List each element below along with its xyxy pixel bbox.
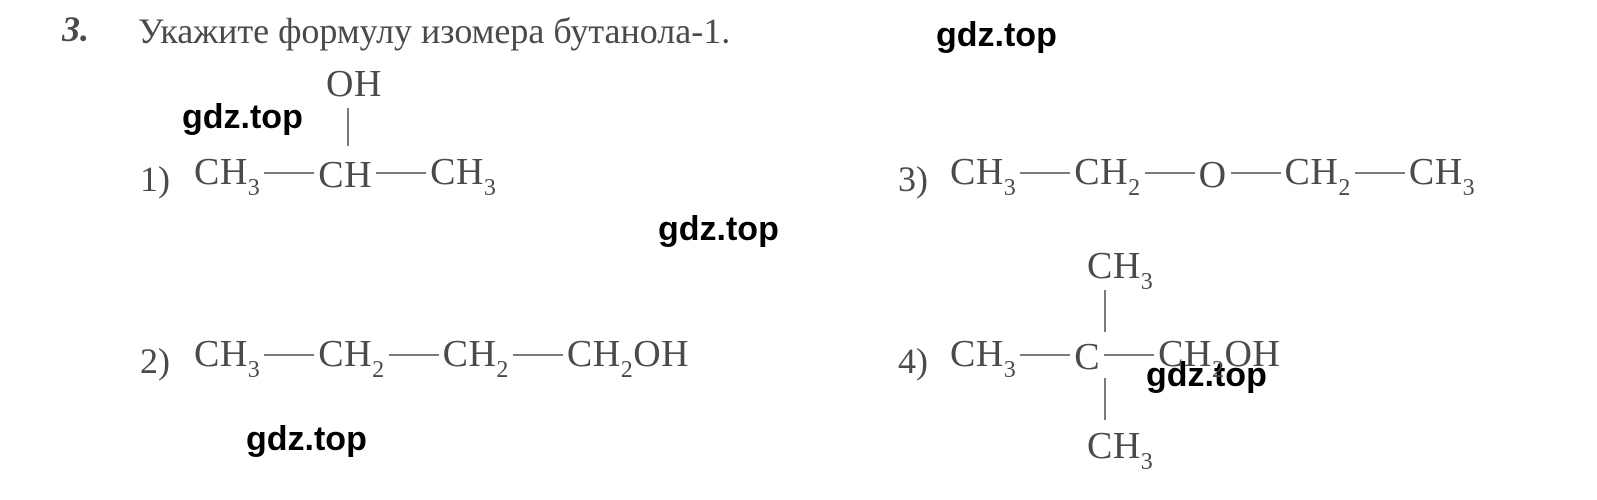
- ch2oh: CH2OH: [1158, 332, 1280, 382]
- option1-oh: OH: [326, 62, 382, 106]
- sub: 2: [372, 357, 385, 383]
- hbond-icon: [1020, 172, 1070, 174]
- ch2: CH2: [1074, 150, 1140, 200]
- ch: CH: [443, 333, 497, 375]
- sub: 3: [1004, 357, 1017, 383]
- hbond-icon: [389, 354, 439, 356]
- question-number: 3.: [62, 8, 89, 50]
- ch: CH: [318, 333, 372, 375]
- sub: 3: [484, 175, 497, 201]
- option3-number: 3): [898, 158, 928, 200]
- option2-formula: CH3 CH2 CH2 CH2OH: [194, 332, 689, 382]
- ch: CH: [194, 333, 248, 375]
- ch: CH: [1074, 151, 1128, 193]
- sub: 3: [248, 175, 261, 201]
- sub: 2: [1338, 175, 1351, 201]
- watermark: gdz.top: [246, 420, 367, 459]
- option4-formula-mid: CH3 C CH2OH: [950, 332, 1280, 382]
- ch3: CH3: [194, 332, 260, 382]
- ch: CH: [1285, 151, 1339, 193]
- option4-vbond-top: [1104, 290, 1106, 332]
- option4-vbond-bottom: [1104, 378, 1106, 420]
- ch3: CH3: [950, 332, 1016, 382]
- ch: CH: [1158, 333, 1212, 375]
- hbond-icon: [1104, 354, 1154, 356]
- hbond-icon: [264, 354, 314, 356]
- option4-ch3-top: CH3: [1087, 244, 1153, 294]
- option2-number: 2): [140, 340, 170, 382]
- option1-number: 1): [140, 158, 170, 200]
- ch2: CH2: [318, 332, 384, 382]
- ch3: CH3: [1409, 150, 1475, 200]
- option3-formula: CH3 CH2 O CH2 CH3: [950, 150, 1475, 200]
- ch: CH: [318, 153, 372, 197]
- sub: 2: [496, 357, 509, 383]
- ch2: CH2: [1285, 150, 1351, 200]
- sub: 2: [1128, 175, 1141, 201]
- page: 3. Укажите формулу изомера бутанола-1. g…: [0, 0, 1597, 500]
- ch: CH: [950, 333, 1004, 375]
- hbond-icon: [1231, 172, 1281, 174]
- ch3: CH3: [950, 150, 1016, 200]
- question-text: Укажите формулу изомера бутанола-1.: [138, 10, 730, 52]
- sub: 3: [1141, 449, 1154, 475]
- sub: 2: [621, 357, 634, 383]
- ch3: CH3: [430, 150, 496, 200]
- hbond-icon: [1020, 354, 1070, 356]
- option1-vbond: [347, 108, 349, 146]
- o: O: [1199, 153, 1227, 197]
- option1-formula: CH3 CH CH3: [194, 150, 496, 200]
- sub: 3: [1004, 175, 1017, 201]
- watermark: gdz.top: [936, 16, 1057, 55]
- hbond-icon: [1355, 172, 1405, 174]
- hbond-icon: [264, 172, 314, 174]
- ch: CH: [1087, 425, 1141, 467]
- ch: CH: [1409, 151, 1463, 193]
- option4-number: 4): [898, 340, 928, 382]
- hbond-icon: [513, 354, 563, 356]
- c: C: [1074, 335, 1100, 379]
- ch: CH: [194, 151, 248, 193]
- ch: CH: [567, 333, 621, 375]
- option4-ch3-bottom: CH3: [1087, 424, 1153, 474]
- hbond-icon: [1145, 172, 1195, 174]
- ch: CH: [430, 151, 484, 193]
- watermark: gdz.top: [182, 98, 303, 137]
- hbond-icon: [376, 172, 426, 174]
- oh: OH: [633, 333, 689, 375]
- sub: 3: [248, 357, 261, 383]
- ch2oh: CH2OH: [567, 332, 689, 382]
- sub: 3: [1463, 175, 1476, 201]
- ch2: CH2: [443, 332, 509, 382]
- ch: CH: [950, 151, 1004, 193]
- watermark: gdz.top: [658, 210, 779, 249]
- sub: 2: [1212, 357, 1225, 383]
- ch3: CH3: [194, 150, 260, 200]
- oh: OH: [1224, 333, 1280, 375]
- ch: CH: [1087, 245, 1141, 287]
- sub: 3: [1141, 269, 1154, 295]
